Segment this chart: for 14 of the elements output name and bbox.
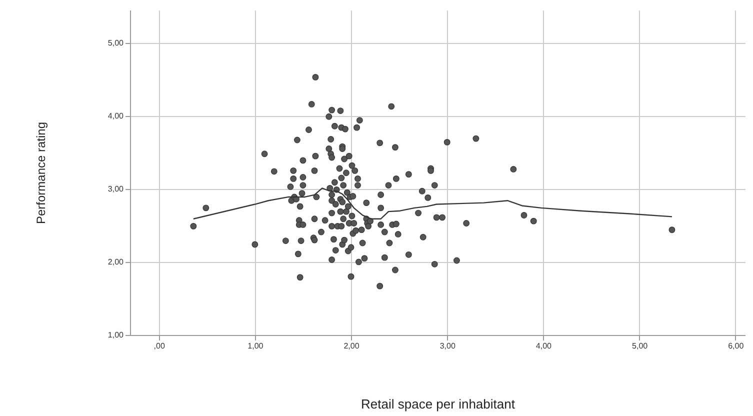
y-tick-label: 2,00	[108, 257, 124, 266]
y-tick-label: 3,00	[108, 184, 124, 194]
x-tick-label: 2,00	[344, 342, 360, 350]
x-tick-label: ,00	[154, 342, 166, 350]
y-tick-label: 4,00	[108, 111, 124, 120]
x-tick-label: 1,00	[248, 342, 264, 350]
x-tick-label: 3,00	[440, 342, 456, 350]
x-tick-label: 5,00	[632, 342, 648, 350]
x-axis-title: Retail space per inhabitant	[361, 396, 516, 412]
y-tick-label: 5,00	[108, 38, 124, 48]
x-tick-label: 4,00	[536, 342, 552, 350]
x-tick-label: 6,00	[728, 342, 744, 350]
y-axis-title: Performance rating	[34, 122, 48, 224]
y-tick-label: 1,00	[108, 330, 124, 340]
